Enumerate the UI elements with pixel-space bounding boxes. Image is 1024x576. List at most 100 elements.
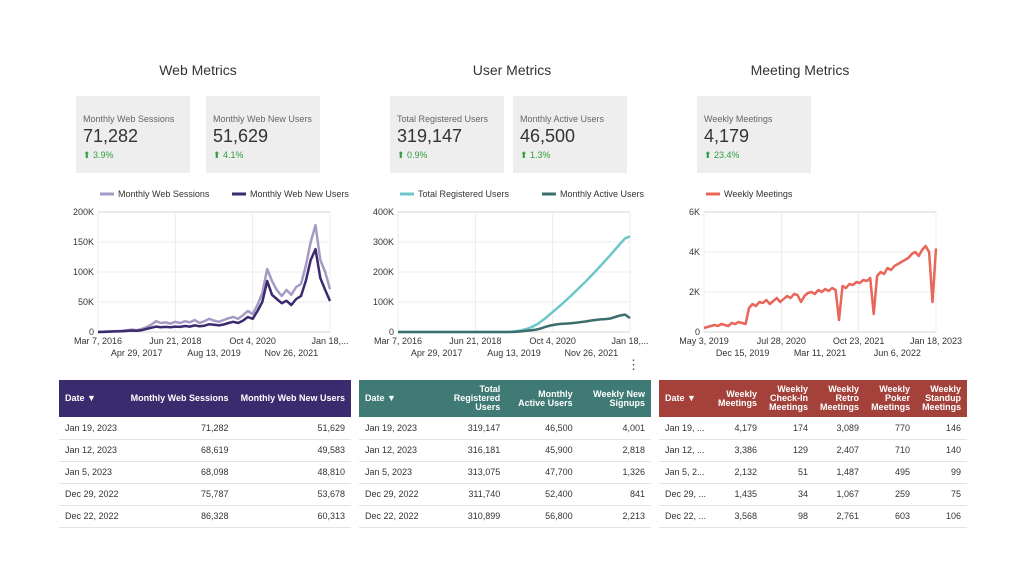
kpi-label: Monthly Web Sessions: [83, 114, 175, 124]
value-cell: 2,213: [578, 505, 651, 528]
x-tick-label: Jan 18,...: [311, 336, 348, 346]
value-cell: 106: [916, 505, 968, 528]
chart-meeting-metrics-svg[interactable]: Weekly Meetings 0 2K 4K 6K May 3, 2019 Jul 28,…: [666, 186, 962, 366]
value-cell: 2,407: [814, 439, 866, 462]
x-tick-label: Jun 6, 2022: [874, 348, 921, 358]
value-cell: 770: [865, 417, 917, 440]
plot-area: [703, 211, 937, 333]
value-cell: 52,400: [506, 483, 579, 506]
legend-label: Monthly Web New Users: [250, 189, 349, 199]
kpi-value: 319,147: [397, 126, 463, 146]
y-tick-label: 150K: [73, 237, 94, 247]
series-line-1: [97, 223, 332, 334]
table-row: Dec 22, 2022 310,899 56,800 2,213: [359, 505, 651, 528]
y-tick-label: 6K: [689, 207, 700, 217]
column-header[interactable]: Weekly New Signups: [593, 388, 645, 408]
y-tick-label: 4K: [689, 247, 700, 257]
date-cell: Dec 29, ...: [659, 483, 713, 506]
date-cell: Jan 5, 2...: [659, 461, 713, 484]
x-tick-label: May 3, 2019: [679, 336, 729, 346]
legend-label: Monthly Web Sessions: [118, 189, 210, 199]
value-cell: 129: [763, 439, 815, 462]
value-cell: 75: [916, 483, 968, 506]
column-header[interactable]: Total Registered Users: [453, 384, 501, 412]
kpi-change: ⬆ 3.9%: [83, 150, 114, 160]
legend-item[interactable]: Monthly Active Users: [542, 189, 645, 199]
chart-user-metrics-svg[interactable]: Total Registered Users Monthly Active Use…: [360, 186, 650, 366]
date-cell: Jan 12, 2023: [359, 439, 425, 462]
value-cell: 3,568: [712, 505, 764, 528]
kpi-card-active-users: Monthly Active Users 46,500 ⬆ 1.3%: [513, 96, 627, 173]
x-tick-label: Oct 23, 2021: [833, 336, 885, 346]
x-tick-label: Nov 26, 2021: [265, 348, 319, 358]
value-cell: 71,282: [124, 417, 235, 440]
x-tick-label: Aug 13, 2019: [187, 348, 241, 358]
legend-item[interactable]: Monthly Web New Users: [232, 189, 349, 199]
value-cell: 3,089: [814, 417, 866, 440]
x-tick-label: Nov 26, 2021: [565, 348, 619, 358]
legend-item[interactable]: Monthly Web Sessions: [100, 189, 210, 199]
value-cell: 316,181: [424, 439, 507, 462]
column-header[interactable]: Weekly Meetings: [718, 388, 758, 408]
column-header[interactable]: Weekly Standup Meetings: [922, 384, 962, 412]
value-cell: 53,678: [234, 483, 351, 506]
column-header[interactable]: Monthly Active Users: [518, 388, 573, 408]
date-cell: Jan 19, 2023: [59, 417, 125, 440]
date-sort-header[interactable]: Date ▼: [365, 393, 396, 403]
legend-item[interactable]: Weekly Meetings: [706, 189, 793, 199]
y-tick-label: 2K: [689, 287, 700, 297]
column-header[interactable]: Weekly Retro Meetings: [820, 384, 860, 412]
kpi-value: 51,629: [213, 126, 269, 146]
y-tick-label: 0: [89, 327, 94, 337]
table-row: Jan 19, 2023 71,282 51,629: [59, 417, 351, 440]
value-cell: 75,787: [124, 483, 235, 506]
column-header[interactable]: Weekly Check-In Meetings: [769, 384, 809, 412]
table-meeting-metrics: Date ▼ Weekly Meetings Weekly Check-In Mee…: [659, 380, 968, 528]
column-header[interactable]: Monthly Web New Users: [240, 393, 345, 403]
section-title-user: User Metrics: [472, 62, 552, 78]
table-row: Dec 22, ... 3,568 98 2,761 603 106: [659, 505, 968, 528]
value-cell: 841: [578, 483, 651, 506]
table-row: Dec 29, 2022 75,787 53,678: [59, 483, 351, 506]
series-line-2: [97, 247, 332, 334]
table-row: Jan 19, ... 4,179 174 3,089 770 146: [659, 417, 968, 440]
table-row: Jan 12, 2023 316,181 45,900 2,818: [359, 439, 651, 462]
kpi-value: 46,500: [520, 126, 576, 146]
date-sort-header[interactable]: Date ▼: [665, 393, 696, 403]
value-cell: 710: [865, 439, 917, 462]
table-row: Jan 12, 2023 68,619 49,583: [59, 439, 351, 462]
more-vert-icon[interactable]: ⋮: [627, 357, 640, 372]
value-cell: 310,899: [424, 505, 507, 528]
kpi-change: ⬆ 0.9%: [397, 150, 428, 160]
date-cell: Jan 5, 2023: [359, 461, 425, 484]
legend-label: Total Registered Users: [418, 189, 510, 199]
value-cell: 4,001: [578, 417, 651, 440]
chart-web-metrics[interactable]: Monthly Web Sessions Monthly Web New User…: [60, 186, 350, 366]
date-sort-header[interactable]: Date ▼: [65, 393, 96, 403]
column-header[interactable]: Weekly Poker Meetings: [871, 384, 911, 412]
value-cell: 319,147: [424, 417, 507, 440]
value-cell: 495: [865, 461, 917, 484]
kpi-change: ⬆ 4.1%: [213, 150, 244, 160]
kpi-label: Monthly Web New Users: [213, 114, 312, 124]
legend-label: Weekly Meetings: [724, 189, 793, 199]
y-tick-label: 0: [389, 327, 394, 337]
x-tick-label: Oct 4, 2020: [229, 336, 276, 346]
table-row: Jan 5, 2023 313,075 47,700 1,326: [359, 461, 651, 484]
x-tick-label: Aug 13, 2019: [487, 348, 541, 358]
chart-web-metrics-svg[interactable]: Monthly Web Sessions Monthly Web New User…: [60, 186, 350, 366]
chart-meeting-metrics[interactable]: Weekly Meetings 0 2K 4K 6K May 3, 2019 Jul 28,…: [666, 186, 962, 366]
y-tick-label: 200K: [73, 207, 94, 217]
legend-label: Monthly Active Users: [560, 189, 645, 199]
date-cell: Jan 5, 2023: [59, 461, 125, 484]
value-cell: 311,740: [424, 483, 507, 506]
column-header[interactable]: Monthly Web Sessions: [130, 393, 229, 403]
kpi-card-web-new-users: Monthly Web New Users 51,629 ⬆ 4.1%: [206, 96, 320, 173]
value-cell: 146: [916, 417, 968, 440]
value-cell: 98: [763, 505, 815, 528]
chart-user-metrics[interactable]: Total Registered Users Monthly Active Use…: [360, 186, 650, 366]
legend-item[interactable]: Total Registered Users: [400, 189, 510, 199]
value-cell: 1,487: [814, 461, 866, 484]
date-cell: Dec 22, 2022: [359, 505, 425, 528]
date-cell: Jan 12, ...: [659, 439, 713, 462]
